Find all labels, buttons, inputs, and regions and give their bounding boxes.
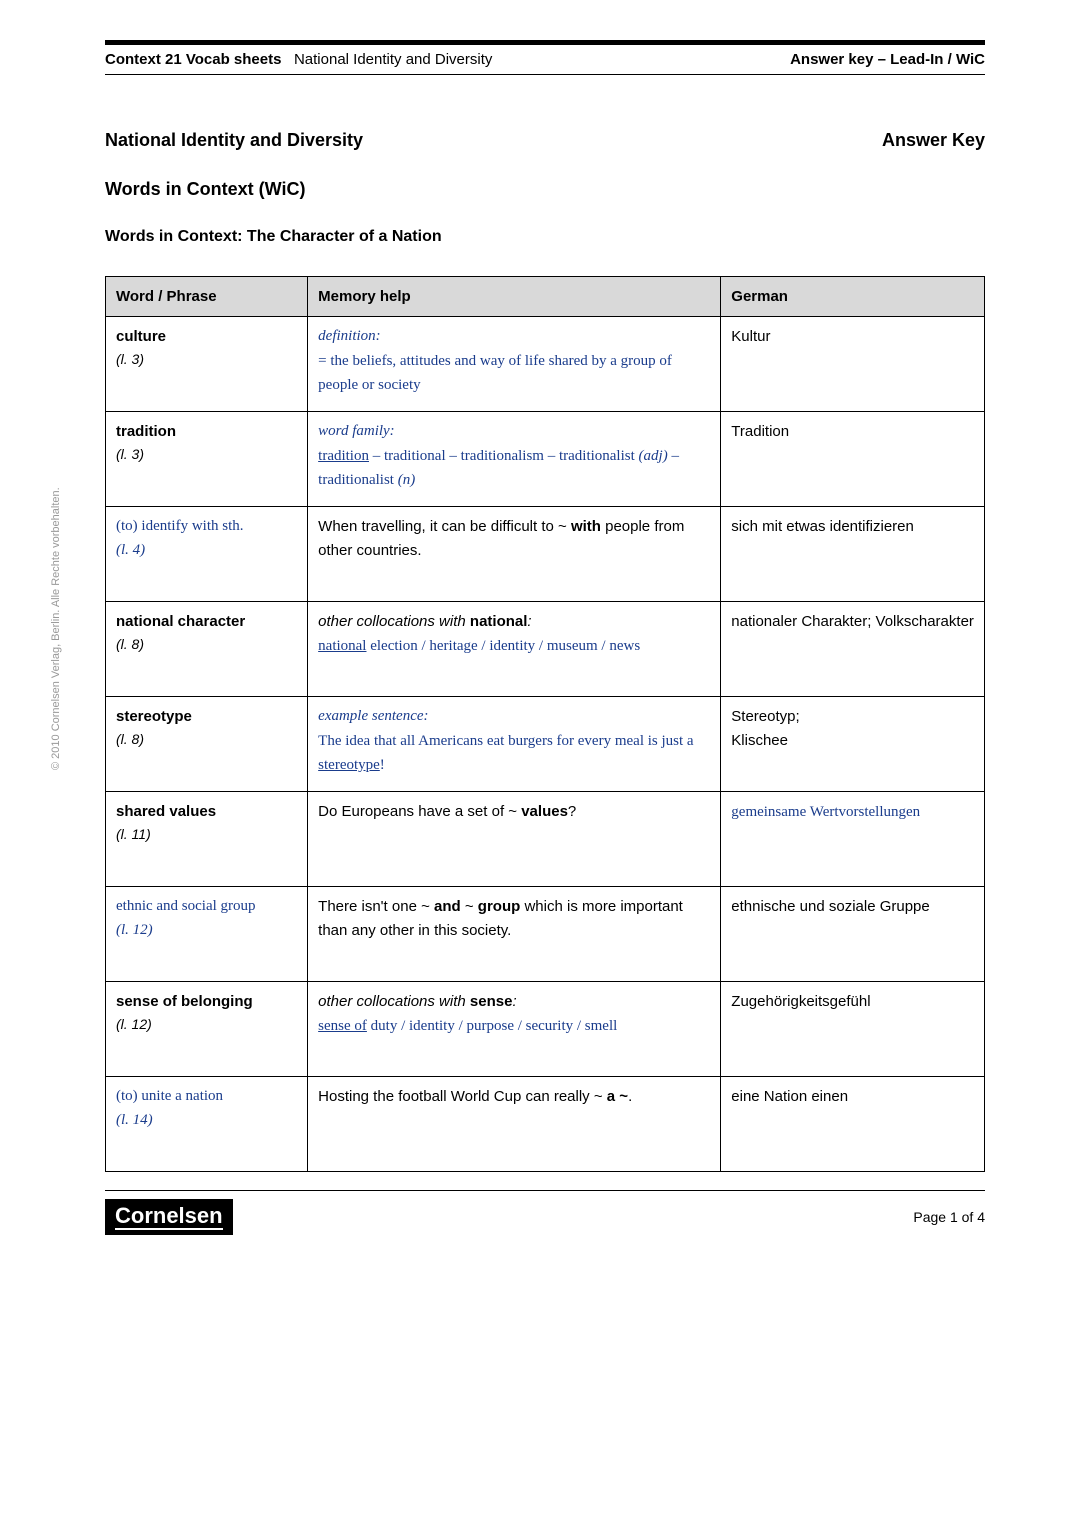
top-rule (105, 40, 985, 45)
cell-word: stereotype(l. 8) (106, 697, 308, 792)
page-title: National Identity and Diversity (105, 130, 363, 151)
col-header-memory: Memory help (308, 277, 721, 317)
header-left: Context 21 Vocab sheets National Identit… (105, 51, 492, 68)
cell-german: nationaler Charakter; Volkscharakter (721, 602, 985, 697)
cell-word: (to) identify with sth.(l. 4) (106, 507, 308, 602)
cell-german: sich mit etwas identifizieren (721, 507, 985, 602)
cell-german: Stereotyp;Klischee (721, 697, 985, 792)
title-row: National Identity and Diversity Answer K… (105, 130, 985, 151)
table-row: culture(l. 3)definition:= the beliefs, a… (106, 317, 985, 412)
table-row: (to) unite a nation(l. 14)Hosting the fo… (106, 1077, 985, 1172)
cell-german: Zugehörigkeitsgefühl (721, 982, 985, 1077)
cell-word: (to) unite a nation(l. 14) (106, 1077, 308, 1172)
cell-german: gemeinsame Wertvorstellungen (721, 792, 985, 887)
subtitle: Words in Context (WiC) (105, 179, 985, 200)
vocab-table: Word / Phrase Memory help German culture… (105, 276, 985, 1172)
cell-word: culture(l. 3) (106, 317, 308, 412)
cell-word: ethnic and social group(l. 12) (106, 887, 308, 982)
table-row: stereotype(l. 8)example sentence:The ide… (106, 697, 985, 792)
table-header-row: Word / Phrase Memory help German (106, 277, 985, 317)
header-right: Answer key – Lead-In / WiC (790, 51, 985, 68)
cell-memory: other collocations with sense:sense of d… (308, 982, 721, 1077)
page-number: Page 1 of 4 (913, 1209, 985, 1225)
cell-word: tradition(l. 3) (106, 412, 308, 507)
copyright-vertical: © 2010 Cornelsen Verlag, Berlin. Alle Re… (50, 487, 62, 770)
table-row: ethnic and social group(l. 12)There isn'… (106, 887, 985, 982)
cell-german: ethnische und soziale Gruppe (721, 887, 985, 982)
cell-memory: example sentence:The idea that all Ameri… (308, 697, 721, 792)
table-row: sense of belonging(l. 12)other collocati… (106, 982, 985, 1077)
header-topic (286, 51, 294, 68)
cell-memory: There isn't one ~ and ~ group which is m… (308, 887, 721, 982)
header-series: Context 21 Vocab sheets (105, 51, 281, 68)
cell-memory: definition:= the beliefs, attitudes and … (308, 317, 721, 412)
page-content: Context 21 Vocab sheets National Identit… (105, 40, 985, 1172)
col-header-word: Word / Phrase (106, 277, 308, 317)
section-title: Words in Context: The Character of a Nat… (105, 228, 985, 246)
cell-memory: word family:tradition – traditional – tr… (308, 412, 721, 507)
col-header-german: German (721, 277, 985, 317)
page-footer: Cornelsen Page 1 of 4 (105, 1190, 985, 1235)
cell-word: sense of belonging(l. 12) (106, 982, 308, 1077)
table-row: shared values(l. 11)Do Europeans have a … (106, 792, 985, 887)
table-row: national character(l. 8)other collocatio… (106, 602, 985, 697)
cell-memory: other collocations with national:nationa… (308, 602, 721, 697)
cell-german: Kultur (721, 317, 985, 412)
answer-key-label: Answer Key (882, 130, 985, 151)
cell-german: Tradition (721, 412, 985, 507)
table-row: (to) identify with sth.(l. 4)When travel… (106, 507, 985, 602)
logo-text: Cornelsen (115, 1203, 223, 1230)
cell-german: eine Nation einen (721, 1077, 985, 1172)
footer-row: Cornelsen Page 1 of 4 (105, 1199, 985, 1235)
cell-word: shared values(l. 11) (106, 792, 308, 887)
cell-memory: Do Europeans have a set of ~ values? (308, 792, 721, 887)
cell-memory: Hosting the football World Cup can reall… (308, 1077, 721, 1172)
cell-memory: When travelling, it can be difficult to … (308, 507, 721, 602)
running-header: Context 21 Vocab sheets National Identit… (105, 51, 985, 75)
cell-word: national character(l. 8) (106, 602, 308, 697)
publisher-logo: Cornelsen (105, 1199, 233, 1235)
header-topic-text: National Identity and Diversity (294, 51, 492, 68)
footer-rule (105, 1190, 985, 1191)
table-row: tradition(l. 3)word family:tradition – t… (106, 412, 985, 507)
